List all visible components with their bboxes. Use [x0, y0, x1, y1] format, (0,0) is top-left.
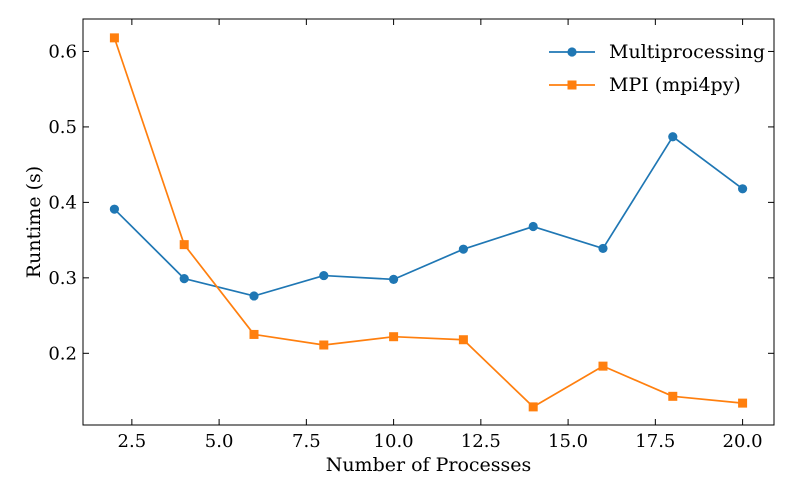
legend: Multiprocessing MPI (mpi4py)	[549, 41, 765, 96]
data-point	[668, 391, 678, 401]
x-tick-label: 17.5	[635, 431, 675, 452]
legend-entry: Multiprocessing	[549, 41, 765, 63]
y-tick-label: 0.4	[48, 192, 77, 213]
data-point	[389, 274, 399, 284]
data-point	[109, 33, 119, 43]
data-point	[458, 244, 468, 254]
data-point	[179, 240, 189, 250]
y-tick-label: 0.3	[48, 268, 77, 289]
x-tick-label: 2.5	[118, 431, 147, 452]
x-axis-label: Number of Processes	[326, 454, 532, 476]
data-point	[528, 402, 538, 412]
legend-entry: MPI (mpi4py)	[549, 74, 741, 96]
y-tick-label: 0.2	[48, 343, 77, 364]
data-point	[598, 361, 608, 371]
x-tick-label: 5.0	[205, 431, 234, 452]
data-point	[598, 243, 608, 254]
series-1	[109, 132, 748, 301]
data-point	[528, 221, 538, 232]
series-layer	[109, 33, 748, 412]
plot-frame	[82, 18, 775, 426]
data-point	[319, 340, 329, 350]
data-point	[668, 132, 678, 142]
legend-marker	[567, 80, 577, 90]
data-point	[109, 204, 120, 214]
data-point	[319, 270, 329, 281]
x-tick-label: 10.0	[374, 431, 414, 452]
data-point	[458, 335, 468, 345]
series-line	[113, 37, 743, 408]
x-tick-label: 15.0	[548, 431, 588, 452]
legend-marker	[567, 47, 577, 57]
legend-label: MPI (mpi4py)	[609, 74, 741, 96]
data-point	[737, 184, 748, 194]
y-tick-label: 0.6	[48, 41, 77, 62]
series-2	[109, 33, 748, 412]
y-tick-label: 0.5	[48, 117, 77, 138]
legend-label: Multiprocessing	[609, 41, 765, 63]
y-axis-label: Runtime (s)	[23, 166, 45, 278]
data-point	[249, 291, 259, 301]
x-tick-label: 20.0	[723, 431, 763, 452]
data-point	[738, 398, 748, 408]
x-tick-label: 12.5	[461, 431, 501, 452]
series-line	[113, 135, 744, 297]
data-point	[179, 273, 189, 284]
data-point	[249, 329, 259, 339]
data-point	[389, 332, 399, 342]
x-tick-label: 7.5	[292, 431, 321, 452]
axes: 2.5 5.0 7.5 10.0 12.5 15.0 17.5 20.0 0.2 0.3 0.4 0.…	[48, 18, 775, 452]
